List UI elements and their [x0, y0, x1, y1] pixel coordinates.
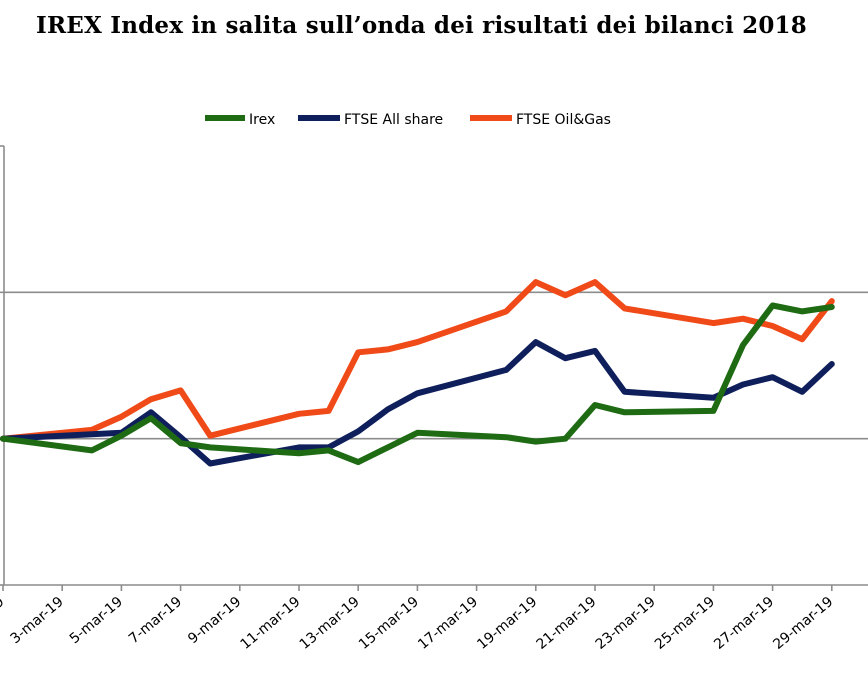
gridlines	[4, 291, 868, 440]
x-tick-label-13: 27-mar-19	[711, 594, 777, 653]
x-tick-label-12: 25-mar-19	[652, 594, 718, 653]
legend-label-2: FTSE Oil&Gas	[516, 112, 611, 128]
series-lines	[0, 279, 835, 467]
x-tick-label-14: 29-mar-19	[770, 594, 836, 653]
x-axis-ticks: 1-mar-19 3-mar-19 5-mar-19 7-mar-19 9-mar-19…	[0, 585, 836, 653]
legend-label-0: Irex	[249, 112, 275, 128]
x-tick-label-7: 15-mar-19	[356, 594, 422, 653]
x-tick-label-0: 1-mar-19	[0, 594, 8, 647]
x-tick-label-9: 19-mar-19	[474, 594, 540, 653]
x-tick-label-11: 23-mar-19	[593, 594, 659, 653]
x-tick-label-8: 17-mar-19	[415, 594, 481, 653]
series-line-0	[0, 302, 835, 466]
axes	[0, 145, 868, 586]
x-tick-label-1: 3-mar-19	[8, 594, 67, 647]
series-line-2	[0, 279, 835, 442]
x-tick-label-4: 9-mar-19	[185, 594, 244, 647]
chart-title: IREX Index in salita sull’onda dei risul…	[36, 12, 807, 39]
series-line-1	[0, 339, 835, 467]
x-tick-label-2: 5-mar-19	[67, 594, 126, 647]
x-tick-label-6: 13-mar-19	[297, 594, 363, 653]
legend-label-1: FTSE All share	[344, 112, 443, 128]
legend: Irex FTSE All share FTSE Oil&Gas	[205, 112, 611, 128]
x-tick-label-10: 21-mar-19	[534, 594, 600, 653]
x-tick-label-5: 11-mar-19	[238, 594, 304, 653]
x-tick-label-3: 7-mar-19	[126, 594, 185, 647]
